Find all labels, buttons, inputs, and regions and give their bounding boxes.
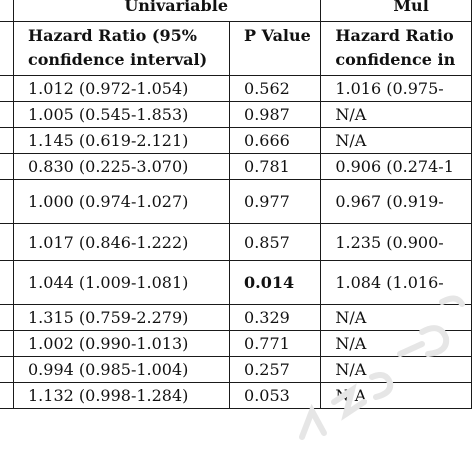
table-row: 0.994 (0.985-1.004) 0.257 N/A <box>0 356 472 383</box>
p-uni-header: P Value <box>229 21 322 76</box>
p-uni-cell: 0.329 <box>229 304 322 331</box>
p-uni-cell: 0.771 <box>229 330 322 357</box>
p-uni-cell: 0.666 <box>229 127 322 154</box>
hr-uni-cell: 1.000 (0.974-1.027) <box>12 179 231 224</box>
p-uni-cell: 0.857 <box>229 223 322 261</box>
table-row: 1.002 (0.990-1.013) 0.771 N/A <box>0 330 472 357</box>
row-label-cell <box>0 382 14 409</box>
hr-multi-cell: 0.906 (0.274-1 <box>320 153 472 180</box>
table-row: 1.005 (0.545-1.853) 0.987 N/A <box>0 101 472 128</box>
table-row: 1.017 (0.846-1.222) 0.857 1.235 (0.900- <box>0 223 472 261</box>
hr-uni-cell: 1.012 (0.972-1.054) <box>12 75 231 102</box>
row-label-cell <box>0 260 14 305</box>
table-row: 1.044 (1.009-1.081) 0.014 1.084 (1.016- <box>0 260 472 305</box>
hr-uni-header: Hazard Ratio (95% confidence interval) <box>12 21 231 76</box>
univariable-header: Univariable <box>12 0 322 22</box>
row-label-cell <box>0 356 14 383</box>
hr-multi-cell: 0.967 (0.919- <box>320 179 472 224</box>
hr-multi-cell: N/A <box>320 382 472 409</box>
p-uni-cell: 0.014 <box>229 260 322 305</box>
column-header-row: Hazard Ratio (95% confidence interval) P… <box>0 21 472 76</box>
hr-uni-header-line2: confidence interval) <box>28 50 208 69</box>
hr-multi-cell: 1.084 (1.016- <box>320 260 472 305</box>
hr-multi-header: Hazard Ratio confidence in <box>320 21 472 76</box>
row-label-cell <box>0 153 14 180</box>
p-uni-cell: 0.987 <box>229 101 322 128</box>
hr-multi-cell: N/A <box>320 304 472 331</box>
p-uni-cell: 0.562 <box>229 75 322 102</box>
p-uni-cell: 0.257 <box>229 356 322 383</box>
hr-multi-cell: N/A <box>320 101 472 128</box>
hr-uni-cell: 0.830 (0.225-3.070) <box>12 153 231 180</box>
left-stub-cell <box>0 0 14 22</box>
hr-multi-header-line2: confidence in <box>335 50 456 69</box>
row-label-cell <box>0 223 14 261</box>
table-row: 0.830 (0.225-3.070) 0.781 0.906 (0.274-1 <box>0 153 472 180</box>
hr-uni-cell: 1.145 (0.619-2.121) <box>12 127 231 154</box>
hr-multi-cell: 1.235 (0.900- <box>320 223 472 261</box>
hr-multi-header-line1: Hazard Ratio <box>335 26 454 45</box>
hr-uni-cell: 1.017 (0.846-1.222) <box>12 223 231 261</box>
hr-uni-cell: 1.315 (0.759-2.279) <box>12 304 231 331</box>
hr-multi-cell: 1.016 (0.975- <box>320 75 472 102</box>
hr-uni-cell: 1.044 (1.009-1.081) <box>12 260 231 305</box>
p-uni-cell: 0.053 <box>229 382 322 409</box>
hr-uni-cell: 1.002 (0.990-1.013) <box>12 330 231 357</box>
multivariable-header: Mul <box>320 0 472 22</box>
p-uni-cell: 0.977 <box>229 179 322 224</box>
row-label-cell <box>0 75 14 102</box>
table-row: 1.012 (0.972-1.054) 0.562 1.016 (0.975- <box>0 75 472 102</box>
table-body: 1.012 (0.972-1.054) 0.562 1.016 (0.975- 1.0… <box>0 75 472 409</box>
hr-multi-cell: N/A <box>320 356 472 383</box>
left-stub-cell <box>0 21 14 76</box>
row-label-cell <box>0 127 14 154</box>
hr-multi-cell: N/A <box>320 127 472 154</box>
p-uni-cell: 0.781 <box>229 153 322 180</box>
group-header-row: Univariable Mul <box>0 0 472 22</box>
hr-uni-cell: 1.005 (0.545-1.853) <box>12 101 231 128</box>
hr-uni-header-line1: Hazard Ratio (95% <box>28 26 197 45</box>
row-label-cell <box>0 304 14 331</box>
row-label-cell <box>0 179 14 224</box>
hr-uni-cell: 0.994 (0.985-1.004) <box>12 356 231 383</box>
table-row: 1.315 (0.759-2.279) 0.329 N/A <box>0 304 472 331</box>
hr-uni-cell: 1.132 (0.998-1.284) <box>12 382 231 409</box>
row-label-cell <box>0 330 14 357</box>
table-row: 1.132 (0.998-1.284) 0.053 N/A <box>0 382 472 409</box>
table-row: 1.000 (0.974-1.027) 0.977 0.967 (0.919- <box>0 179 472 224</box>
hazard-ratio-table: Univariable Mul Hazard Ratio (95% confid… <box>0 0 472 409</box>
table-row: 1.145 (0.619-2.121) 0.666 N/A <box>0 127 472 154</box>
hr-multi-cell: N/A <box>320 330 472 357</box>
row-label-cell <box>0 101 14 128</box>
